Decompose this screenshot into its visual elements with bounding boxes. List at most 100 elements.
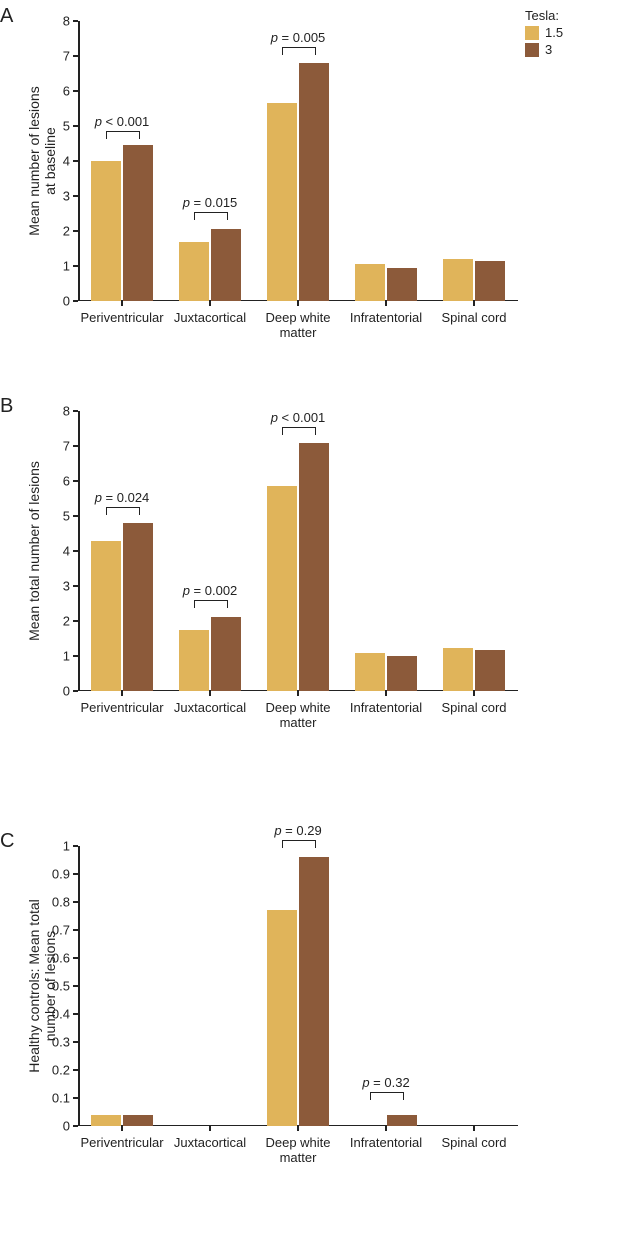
y-tick-label: 0.8: [52, 895, 70, 910]
significance-label: p < 0.001: [271, 410, 326, 425]
y-tick: [73, 690, 78, 692]
bar-series-1-5: [355, 653, 385, 692]
y-tick: [73, 985, 78, 987]
plot-area: 012345678PeriventricularJuxtacorticalDee…: [78, 21, 518, 301]
plot-area: 00.10.20.30.40.50.60.70.80.91Periventric…: [78, 846, 518, 1126]
y-tick: [73, 160, 78, 162]
bar-series-1-5: [179, 630, 209, 691]
y-axis-line: [78, 411, 80, 691]
panel-B: B Mean total number of lesions 012345678Pe…: [0, 395, 619, 755]
panel-label: A: [0, 5, 13, 28]
y-tick: [73, 1041, 78, 1043]
y-tick-label: 0: [63, 1119, 70, 1134]
y-tick: [73, 410, 78, 412]
y-tick: [73, 1125, 78, 1127]
x-tick-label: Juxtacortical: [174, 301, 246, 326]
significance-bracket: [194, 212, 228, 220]
bar-series-1-5: [91, 161, 121, 301]
y-tick: [73, 445, 78, 447]
x-tick-label: Deep white matter: [265, 301, 330, 341]
significance-bracket: [282, 840, 316, 848]
bar-series-3: [387, 268, 417, 301]
y-tick-label: 7: [63, 439, 70, 454]
y-tick: [73, 620, 78, 622]
y-tick: [73, 585, 78, 587]
y-tick-label: 0.6: [52, 951, 70, 966]
y-tick-label: 4: [63, 544, 70, 559]
y-tick: [73, 1013, 78, 1015]
bar-series-1-5: [91, 541, 121, 692]
panel-label: B: [0, 395, 13, 418]
y-tick-label: 5: [63, 119, 70, 134]
y-tick-label: 2: [63, 224, 70, 239]
bar-series-1-5: [267, 910, 297, 1126]
bar-series-3: [211, 229, 241, 301]
y-tick: [73, 929, 78, 931]
panel-A: AMean number of lesions at baseline01234…: [0, 5, 619, 365]
x-tick-label: Infratentorial: [350, 301, 422, 326]
significance-bracket: [106, 131, 140, 139]
significance-bracket: [282, 47, 316, 55]
y-tick-label: 0.4: [52, 1007, 70, 1022]
x-tick-label: Juxtacortical: [174, 691, 246, 716]
bar-series-3: [299, 857, 329, 1126]
x-tick-label: Infratentorial: [350, 691, 422, 716]
y-tick-label: 6: [63, 84, 70, 99]
y-tick: [73, 90, 78, 92]
bar-series-3: [299, 443, 329, 692]
y-tick-label: 6: [63, 474, 70, 489]
y-tick: [73, 550, 78, 552]
y-axis-label: Mean number of lesions at baseline: [26, 21, 58, 301]
x-tick-label: Spinal cord: [441, 1126, 506, 1151]
x-tick-label: Juxtacortical: [174, 1126, 246, 1151]
bar-series-3: [123, 1115, 153, 1126]
panel-C: CHealthy controls: Mean total number of …: [0, 830, 619, 1190]
y-tick-label: 0: [63, 684, 70, 699]
bar-series-3: [475, 261, 505, 301]
y-tick: [73, 195, 78, 197]
y-tick-label: 7: [63, 49, 70, 64]
y-tick-label: 3: [63, 189, 70, 204]
bar-series-3: [387, 656, 417, 691]
significance-label: p = 0.024: [95, 490, 150, 505]
y-tick: [73, 515, 78, 517]
y-tick-label: 3: [63, 579, 70, 594]
bar-series-1-5: [355, 264, 385, 301]
y-tick-label: 0.7: [52, 923, 70, 938]
significance-label: p = 0.002: [183, 583, 238, 598]
bar-series-1-5: [267, 103, 297, 301]
y-tick-label: 1: [63, 259, 70, 274]
bar-series-3: [475, 650, 505, 691]
significance-bracket: [106, 507, 140, 515]
significance-label: p = 0.29: [274, 823, 321, 838]
bar-series-3: [299, 63, 329, 301]
y-tick: [73, 230, 78, 232]
x-tick-label: Periventricular: [80, 691, 163, 716]
y-tick-label: 4: [63, 154, 70, 169]
y-tick: [73, 873, 78, 875]
y-tick-label: 0.3: [52, 1035, 70, 1050]
bar-series-3: [123, 523, 153, 691]
y-tick-label: 0: [63, 294, 70, 309]
bar-series-3: [123, 145, 153, 301]
x-tick-label: Deep white matter: [265, 691, 330, 731]
bar-series-3: [387, 1115, 417, 1126]
bar-series-1-5: [443, 648, 473, 691]
significance-label: p = 0.015: [183, 195, 238, 210]
y-tick-label: 5: [63, 509, 70, 524]
x-tick-label: Periventricular: [80, 301, 163, 326]
plot-area: 012345678PeriventricularJuxtacorticalDee…: [78, 411, 518, 691]
y-tick: [73, 1069, 78, 1071]
significance-bracket: [194, 600, 228, 608]
x-tick-label: Deep white matter: [265, 1126, 330, 1166]
bar-series-1-5: [179, 242, 209, 302]
y-tick-label: 8: [63, 404, 70, 419]
y-tick: [73, 480, 78, 482]
y-tick: [73, 265, 78, 267]
y-tick: [73, 901, 78, 903]
significance-bracket: [370, 1092, 404, 1100]
y-tick: [73, 55, 78, 57]
y-axis-label: Mean total number of lesions: [26, 411, 42, 691]
y-tick: [73, 655, 78, 657]
bar-series-3: [211, 617, 241, 691]
